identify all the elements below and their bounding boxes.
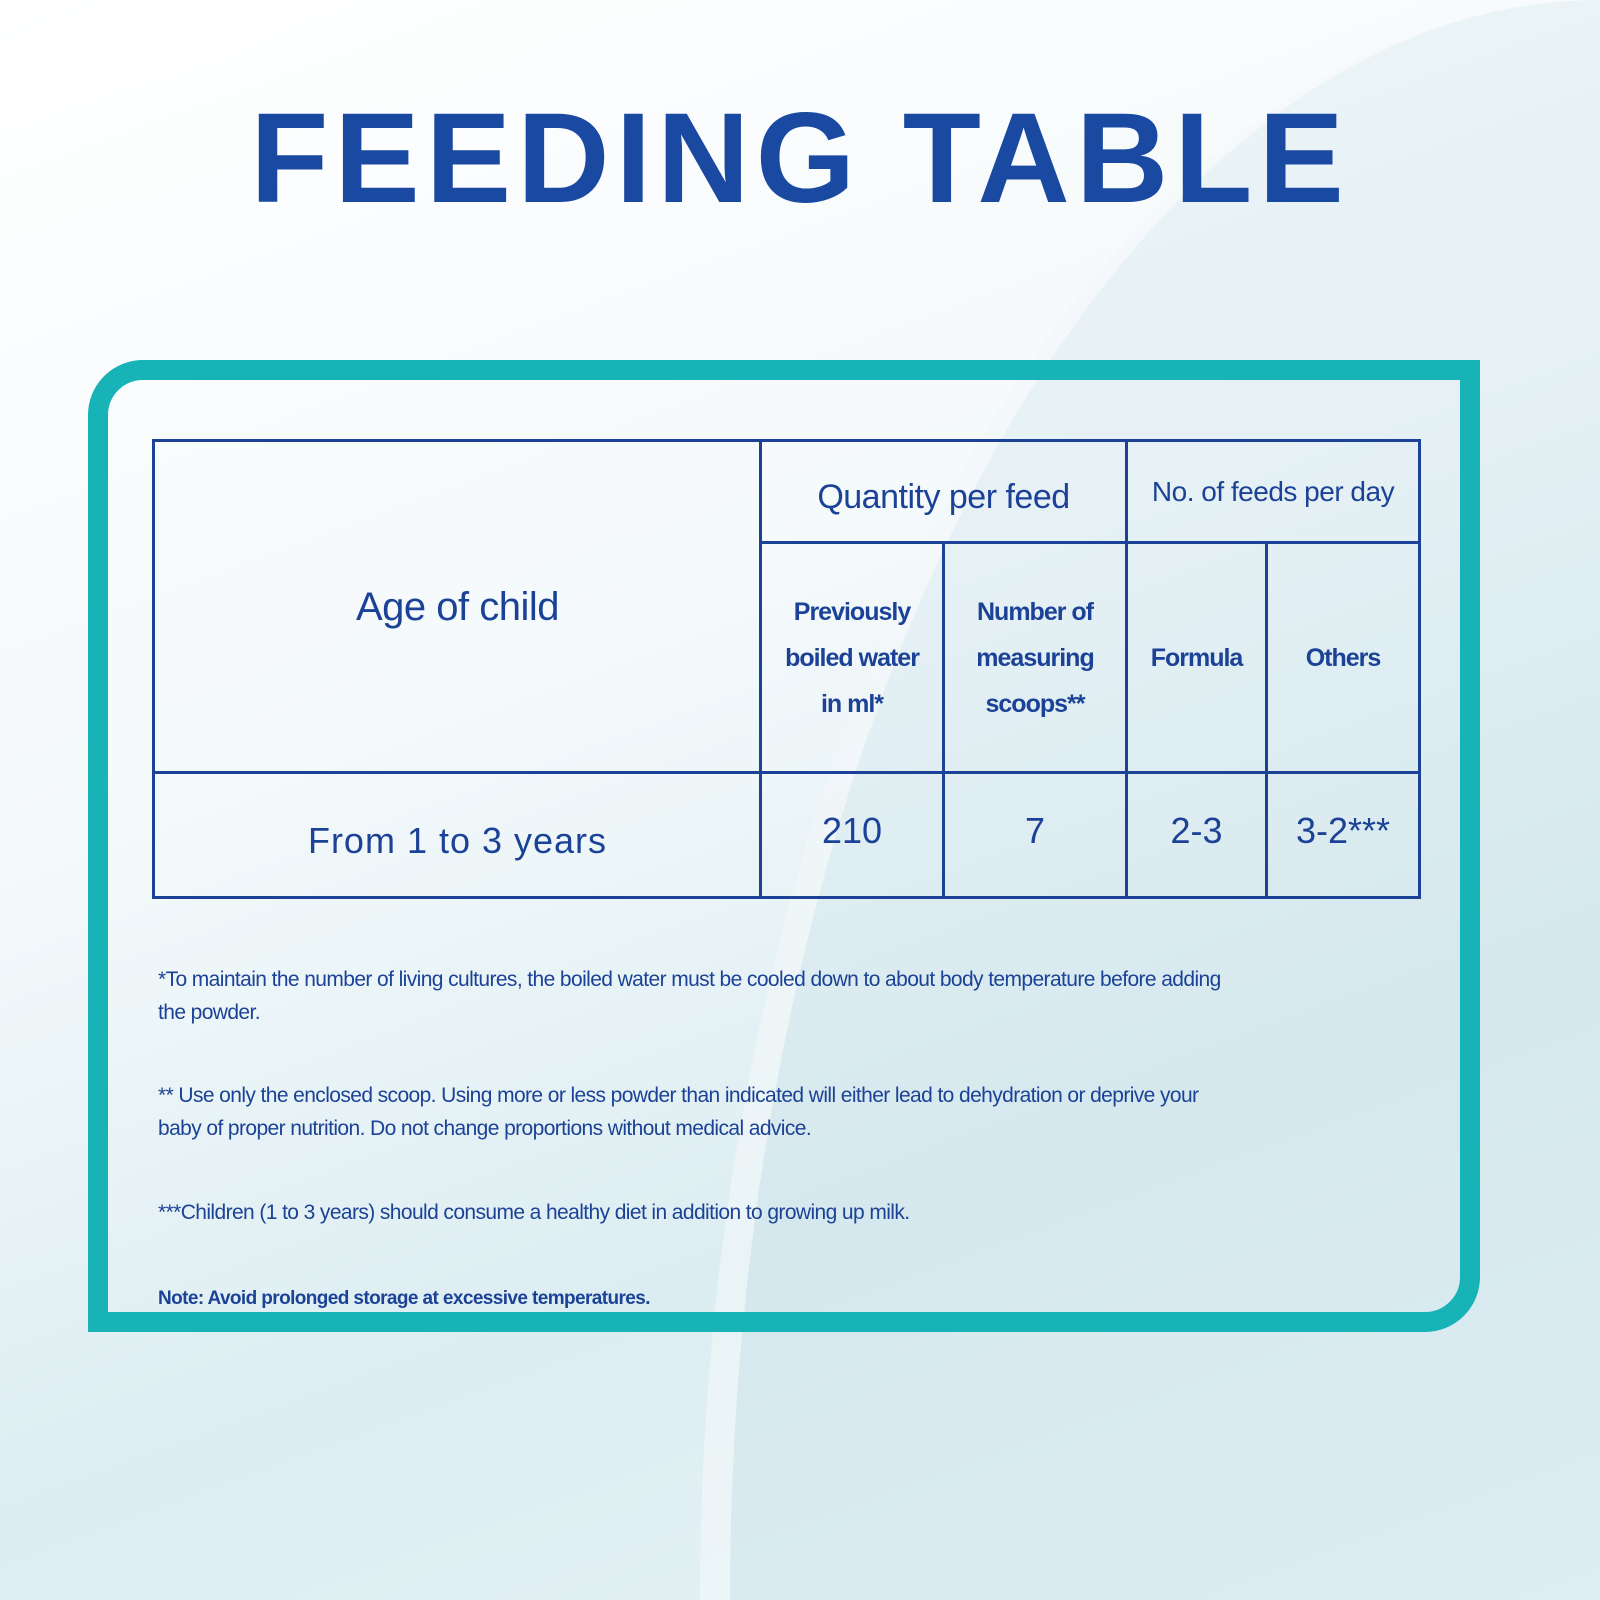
page-title: FEEDING TABLE	[250, 87, 1350, 230]
header-others-label: Others	[1305, 644, 1382, 672]
header-scoops-line: measuring	[976, 644, 1094, 672]
footnote-diet: ***Children (1 to 3 years) should consum…	[158, 1196, 1420, 1229]
table-line	[1265, 542, 1268, 899]
header-feeds-label: No. of feeds per day	[1151, 476, 1395, 507]
table-line	[759, 439, 762, 899]
footnote-line: baby of proper nutrition. Do not change …	[158, 1117, 812, 1140]
cell-others-value: 3-2***	[1295, 810, 1391, 851]
cell-others: 3-2***	[1268, 774, 1418, 888]
header-scoops: Number of measuring scoops**	[945, 544, 1125, 772]
header-age-label: Age of child	[355, 584, 560, 629]
table-border-left	[152, 439, 155, 899]
table-line	[760, 541, 1420, 544]
table-border-right	[1418, 439, 1421, 899]
footnote-line: the powder.	[158, 1001, 261, 1024]
table-border-bottom	[153, 896, 1421, 899]
header-quantity-per-feed: Quantity per feed	[762, 452, 1125, 542]
footnote-scoop: ** Use only the enclosed scoop. Using mo…	[158, 1079, 1420, 1145]
table-frame	[88, 360, 1480, 1332]
header-formula-label: Formula	[1150, 644, 1244, 672]
header-water: Previously boiled water in ml*	[762, 544, 942, 772]
header-quantity-label: Quantity per feed	[817, 477, 1070, 516]
cell-age: From 1 to 3 years	[155, 774, 760, 898]
header-scoops-line: scoops**	[985, 690, 1086, 718]
cell-water: 210	[762, 774, 942, 888]
storage-note: Note: Avoid prolonged storage at excessi…	[158, 1282, 1420, 1315]
header-others: Others	[1268, 544, 1418, 772]
storage-note-text: Note: Avoid prolonged storage at excessi…	[158, 1288, 650, 1309]
cell-scoops: 7	[945, 774, 1125, 888]
cell-water-value: 210	[821, 810, 883, 851]
table-border-top	[153, 439, 1421, 442]
footnote-water: *To maintain the number of living cultur…	[158, 963, 1420, 1029]
footnote-line: *To maintain the number of living cultur…	[158, 968, 1221, 991]
footnote-line: ** Use only the enclosed scoop. Using mo…	[158, 1084, 1199, 1107]
cell-formula-value: 2-3	[1170, 810, 1223, 851]
cell-scoops-value: 7	[1024, 810, 1046, 851]
header-formula: Formula	[1128, 544, 1265, 772]
footnote-line: ***Children (1 to 3 years) should consum…	[158, 1201, 910, 1224]
cell-formula: 2-3	[1128, 774, 1265, 888]
table-line	[942, 542, 945, 899]
table-line	[153, 771, 1421, 774]
table-line	[1125, 439, 1128, 899]
cell-age-value: From 1 to 3 years	[307, 820, 608, 861]
header-feeds-per-day: No. of feeds per day	[1128, 442, 1418, 542]
header-water-line: Previously	[793, 598, 911, 626]
header-water-line: boiled water	[785, 644, 920, 672]
header-scoops-line: Number of	[977, 598, 1094, 626]
header-age: Age of child	[155, 442, 760, 772]
header-water-line: in ml*	[820, 690, 884, 718]
